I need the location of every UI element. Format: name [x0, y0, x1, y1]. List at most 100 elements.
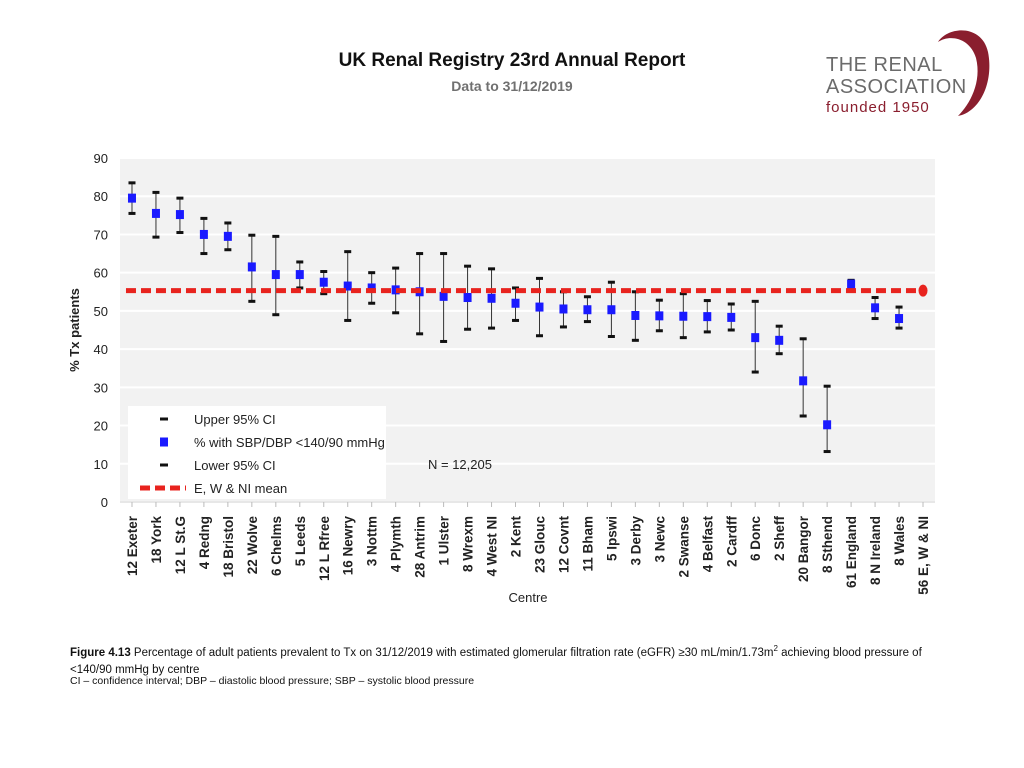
upper-ci-mark	[871, 296, 879, 300]
x-tick-label: 12 Exeter	[125, 515, 140, 576]
upper-ci-mark	[727, 302, 735, 306]
centre-point	[559, 304, 568, 314]
legend-label: Lower 95% CI	[194, 458, 276, 473]
upper-ci-mark	[248, 233, 256, 237]
centre-point	[823, 420, 832, 430]
y-axis: 0 10 20 30 40 50 60 70 80 90	[94, 151, 108, 510]
centre-point	[295, 270, 304, 280]
x-tick-label: 5 Leeds	[293, 516, 308, 566]
point-legend-icon	[160, 437, 168, 447]
lower-ci-mark	[176, 231, 184, 235]
upper-ci-mark	[799, 337, 807, 341]
centre-point	[751, 333, 760, 343]
lower-ci-mark	[200, 252, 208, 256]
centre-point	[127, 193, 136, 203]
x-tick-label: 23 Glouc	[532, 516, 547, 574]
x-tick-label: 2 Kent	[509, 516, 524, 558]
centre-point	[871, 303, 880, 313]
y-tick-label: 50	[94, 304, 108, 319]
lower-ci-mark	[631, 338, 639, 342]
figure-footnote: CI – confidence interval; DBP – diastoli…	[70, 675, 475, 687]
x-tick-label: 12 Covnt	[556, 515, 571, 573]
centre-point	[223, 231, 232, 241]
centre-point	[703, 312, 712, 322]
centre-point	[487, 293, 496, 303]
upper-ci-mark	[200, 216, 208, 220]
legend-label: E, W & NI mean	[194, 481, 287, 496]
x-tick-label: 6 Donc	[748, 516, 763, 562]
y-tick-label: 80	[94, 189, 108, 204]
y-axis-label: % Tx patients	[67, 288, 82, 372]
lower-ci-legend-icon	[160, 463, 168, 467]
centre-point	[679, 311, 688, 321]
x-tick-label: 28 Antrim	[413, 516, 428, 578]
centre-point	[151, 208, 160, 218]
data-marks	[127, 181, 928, 454]
lower-ci-mark	[655, 329, 663, 333]
centre-point	[775, 335, 784, 345]
lower-ci-mark	[296, 286, 304, 290]
x-tick-label: 3 Derby	[628, 516, 643, 566]
upper-ci-mark	[272, 234, 280, 238]
upper-ci-mark	[464, 264, 472, 268]
centre-point	[271, 270, 280, 280]
upper-ci-mark	[224, 221, 232, 225]
upper-ci-mark	[631, 290, 639, 294]
upper-ci-mark	[823, 384, 831, 388]
centre-point	[799, 376, 808, 386]
upper-ci-mark	[488, 267, 496, 271]
upper-ci-mark	[440, 252, 448, 256]
legend-label: Upper 95% CI	[194, 412, 276, 427]
lower-ci-mark	[224, 248, 232, 252]
y-tick-label: 30	[94, 380, 108, 395]
centre-point	[535, 302, 544, 312]
x-tick-label: 56 E, W & NI	[916, 516, 931, 595]
page-title: UK Renal Registry 23rd Annual Report	[338, 50, 686, 71]
lower-ci-mark	[152, 235, 160, 239]
sample-size-annotation: N = 12,205	[428, 457, 492, 472]
upper-ci-mark	[152, 190, 160, 194]
centre-point	[247, 262, 256, 272]
logo-line-1: THE RENAL	[826, 54, 943, 76]
x-tick-label: 5 Ipswi	[604, 516, 619, 561]
x-tick-label: 12 L Rfree	[317, 516, 332, 582]
centre-point	[391, 285, 400, 295]
figure-caption: Figure 4.13 Percentage of adult patients…	[70, 640, 950, 679]
page-subtitle: Data to 31/12/2019	[451, 78, 573, 94]
lower-ci-mark	[320, 292, 328, 296]
lower-ci-mark	[727, 328, 735, 332]
x-tick-label: 4 Redng	[197, 516, 212, 569]
x-tick-label: 3 Newc	[652, 516, 667, 563]
renal-association-logo: THE RENAL ASSOCIATION founded 1950	[820, 24, 1000, 124]
lower-ci-mark	[895, 326, 903, 330]
upper-ci-mark	[320, 270, 328, 274]
x-tick-label: 2 Swanse	[676, 516, 691, 578]
x-tick-label: 8 N Ireland	[868, 516, 883, 585]
x-tick-label: 12 L St.G	[173, 516, 188, 574]
upper-ci-mark	[296, 260, 304, 264]
centre-point	[607, 305, 616, 315]
centre-chart: 0 10 20 30 40 50 60 70 80 90 % Tx patients 12 Exe…	[67, 151, 935, 605]
upper-ci-mark	[583, 295, 591, 299]
y-tick-label: 40	[94, 342, 108, 357]
logo-line-2: ASSOCIATION	[826, 76, 967, 98]
upper-ci-mark	[607, 280, 615, 284]
lower-ci-mark	[368, 301, 376, 305]
upper-ci-mark	[895, 305, 903, 309]
lower-ci-mark	[464, 327, 472, 331]
upper-ci-mark	[512, 286, 520, 290]
centre-point	[583, 305, 592, 315]
lower-ci-mark	[583, 320, 591, 324]
x-tick-label: 20 Bangor	[796, 515, 811, 582]
x-tick-label: 8 Sthend	[820, 516, 835, 573]
centre-point	[511, 298, 520, 308]
centre-point	[847, 279, 856, 289]
centre-point	[727, 312, 736, 322]
lower-ci-mark	[751, 370, 759, 374]
y-tick-label: 90	[94, 151, 108, 166]
x-axis: 12 Exeter 18 York 12 L St.G 4 Redng 18 Brist…	[125, 502, 931, 595]
centre-point	[343, 281, 352, 291]
figure-label: Figure 4.13	[70, 646, 131, 659]
upper-ci-mark	[416, 252, 424, 256]
lower-ci-mark	[512, 318, 520, 322]
